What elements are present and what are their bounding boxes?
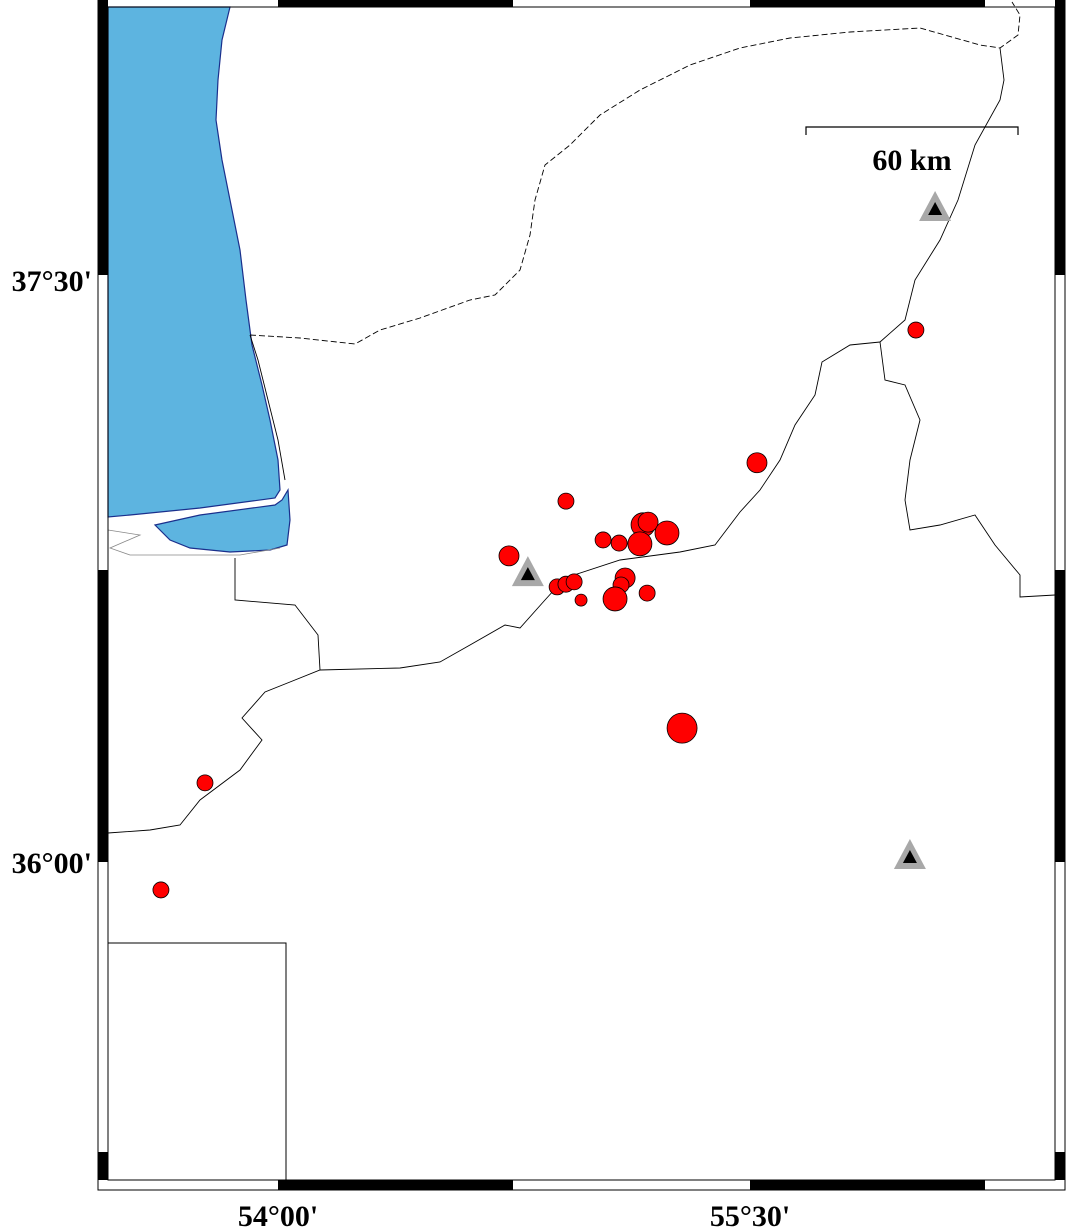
longitude-label: 54°00': [238, 1200, 318, 1229]
seismic-stations: [511, 190, 952, 869]
earthquake-event: [638, 584, 656, 602]
earthquake-event: [152, 881, 170, 899]
province-border: [234, 558, 321, 671]
frame-segment: [98, 0, 108, 275]
station-inner: [928, 201, 943, 215]
inset-box: [107, 942, 287, 1181]
earthquake-event: [574, 593, 588, 607]
station-inner: [902, 849, 917, 863]
frame-segment: [278, 1180, 513, 1190]
frame-inner: [107, 6, 1056, 1181]
province-border: [107, 341, 881, 834]
frame-segment: [1055, 1152, 1065, 1180]
longitude-label: 55°30': [710, 1200, 790, 1229]
station-triangle-icon: [893, 838, 926, 869]
earthquake-event: [746, 452, 768, 474]
latitude-label: 36°00': [12, 847, 92, 880]
earthquake-event: [557, 492, 575, 510]
gorgan-bay: [153, 488, 291, 553]
scale-bar: 60 km: [805, 126, 1019, 177]
political-borders: [107, 1, 1056, 834]
earthquake-event: [602, 586, 628, 612]
international-border: [249, 1, 1021, 345]
station-triangle-icon: [511, 556, 544, 587]
earthquake-event: [666, 712, 698, 744]
frame-segment: [750, 0, 985, 7]
province-border: [879, 341, 1056, 598]
coast-line: [107, 529, 281, 556]
earthquake-event: [907, 321, 925, 339]
station-triangle-icon: [919, 190, 952, 221]
frame-segment: [278, 0, 513, 7]
earthquake-event: [627, 531, 653, 557]
frame-segment: [98, 570, 108, 862]
frame-segment: [1055, 570, 1065, 862]
earthquake-event: [654, 520, 680, 546]
latitude-label: 37°30': [12, 265, 92, 298]
earthquake-event: [610, 534, 628, 552]
earthquake-event: [565, 573, 583, 591]
coast-line: [249, 334, 286, 481]
earthquake-event: [498, 545, 520, 567]
sea-body: [107, 6, 281, 518]
map-frame: [97, 0, 1066, 1191]
caspian-sea: [107, 6, 291, 556]
axis-labels: 54°00' 55°30' 37°30' 36°00': [12, 265, 791, 1229]
earthquake-event: [594, 531, 612, 549]
scale-bar-label: 60 km: [872, 144, 951, 177]
earthquake-event: [196, 774, 214, 792]
earthquake-event: [637, 511, 659, 533]
station-inner: [520, 567, 535, 581]
border-line: [879, 47, 1005, 343]
frame-segment: [1055, 0, 1065, 275]
frame-segment: [750, 1180, 985, 1190]
frame-segment: [98, 1152, 108, 1180]
earthquake-events: [152, 321, 925, 899]
